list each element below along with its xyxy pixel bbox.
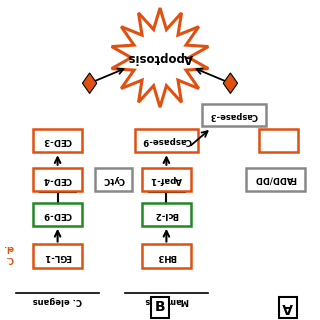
FancyBboxPatch shape bbox=[141, 168, 191, 191]
FancyBboxPatch shape bbox=[259, 129, 298, 152]
Text: Mammals: Mammals bbox=[144, 296, 189, 305]
Text: C. elegans: C. elegans bbox=[33, 296, 82, 305]
Text: B: B bbox=[155, 300, 165, 314]
Text: EGL-1: EGL-1 bbox=[44, 252, 71, 260]
FancyBboxPatch shape bbox=[141, 203, 191, 226]
Text: A: A bbox=[283, 300, 293, 314]
FancyBboxPatch shape bbox=[95, 168, 132, 191]
FancyBboxPatch shape bbox=[33, 129, 83, 152]
FancyBboxPatch shape bbox=[135, 129, 197, 152]
Text: C.
el.: C. el. bbox=[3, 243, 14, 262]
Polygon shape bbox=[83, 73, 97, 93]
Text: FADD/DD: FADD/DD bbox=[254, 175, 296, 184]
Text: BH3: BH3 bbox=[156, 252, 176, 260]
Polygon shape bbox=[223, 73, 237, 93]
Text: CED-3: CED-3 bbox=[43, 136, 72, 145]
Text: Apoptosis: Apoptosis bbox=[127, 51, 193, 64]
Polygon shape bbox=[112, 8, 208, 107]
Text: CED-4: CED-4 bbox=[43, 175, 72, 184]
Text: Bcl-2: Bcl-2 bbox=[154, 210, 179, 219]
Text: CED-9: CED-9 bbox=[43, 210, 72, 219]
FancyBboxPatch shape bbox=[246, 168, 305, 191]
Text: Apaf-1: Apaf-1 bbox=[150, 175, 182, 184]
Text: Caspase-9: Caspase-9 bbox=[141, 136, 191, 145]
FancyBboxPatch shape bbox=[33, 203, 83, 226]
Text: CytC: CytC bbox=[103, 175, 124, 184]
FancyBboxPatch shape bbox=[141, 244, 191, 268]
FancyBboxPatch shape bbox=[33, 168, 83, 191]
Text: Caspase-3: Caspase-3 bbox=[210, 111, 258, 120]
FancyBboxPatch shape bbox=[33, 244, 83, 268]
FancyBboxPatch shape bbox=[202, 104, 266, 126]
